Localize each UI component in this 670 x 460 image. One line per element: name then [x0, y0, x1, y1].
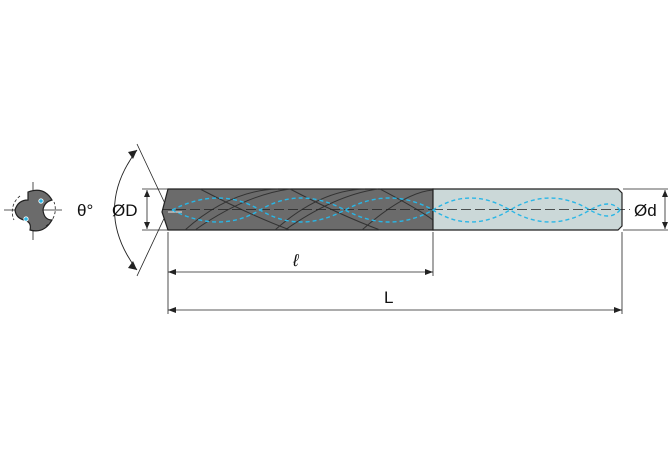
dimension-arrows [168, 269, 622, 313]
coolant-channels [171, 197, 621, 223]
point-angle-label: θ° [77, 201, 93, 220]
flute-length-label: ℓ [292, 251, 299, 270]
body-diameter-label: ØD [112, 201, 138, 220]
point-angle-dimension [114, 143, 169, 277]
length-dimensions [167, 232, 623, 314]
shank [432, 188, 630, 231]
flute-section [161, 188, 434, 231]
body-diameter-dimension [142, 188, 170, 231]
shank-diameter-label: Ød [634, 201, 657, 220]
shank-diameter-dimension [623, 188, 668, 231]
overall-length-label: L [384, 288, 393, 307]
end-view [4, 182, 62, 240]
